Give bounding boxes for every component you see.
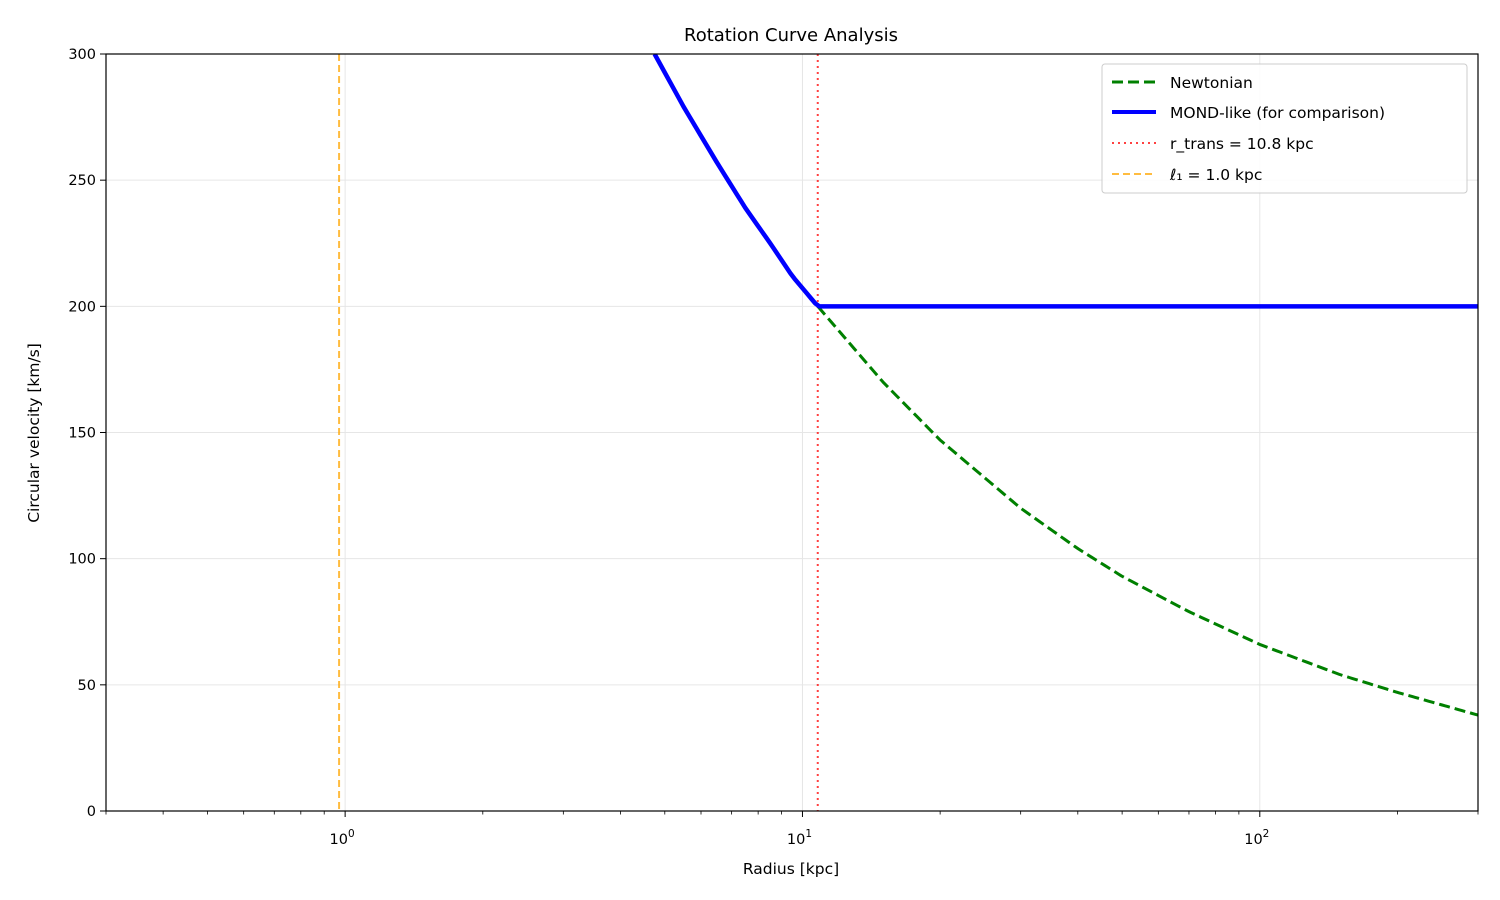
x-tick-exponent: 2 [1263,828,1270,840]
legend-label-mond: MOND-like (for comparison) [1170,104,1385,122]
series-line-1 [652,54,1478,309]
x-tick-label: 100 [330,828,355,848]
x-axis-title: Radius [kpc] [743,860,839,878]
x-tick-base: 10 [1244,832,1262,848]
legend-label-r-trans: r_trans = 10.8 kpc [1170,135,1314,154]
x-tick-base: 10 [330,832,348,848]
legend-box [1101,63,1468,194]
y-tick-label: 50 [78,678,96,694]
y-tick-label: 300 [68,47,96,63]
y-tick-label: 0 [87,804,96,820]
y-axis-title: Circular velocity [km/s] [25,343,43,523]
y-tick-label: 250 [68,173,96,189]
y-axis-ticks: 0 50 100 150 200 250 300 [68,47,106,820]
x-tick-label: 101 [787,828,812,848]
legend-label-ell1: ℓ₁ = 1.0 kpc [1169,166,1262,184]
y-tick-label: 150 [68,426,96,442]
chart-title: Rotation Curve Analysis [684,25,898,46]
x-tick-base: 10 [787,832,805,848]
x-tick-exponent: 0 [348,828,355,840]
x-tick-label: 102 [1244,828,1269,848]
y-tick-label: 200 [68,299,96,315]
legend: Newtonian MOND-like (for comparison) r_t… [1101,63,1468,194]
y-tick-label: 100 [68,552,96,568]
x-axis-ticks: 100 101 102 [330,811,1269,848]
legend-label-newtonian: Newtonian [1170,74,1253,92]
series-line-0 [816,305,1478,717]
series-layer [338,54,1478,811]
x-tick-exponent: 1 [805,828,812,840]
